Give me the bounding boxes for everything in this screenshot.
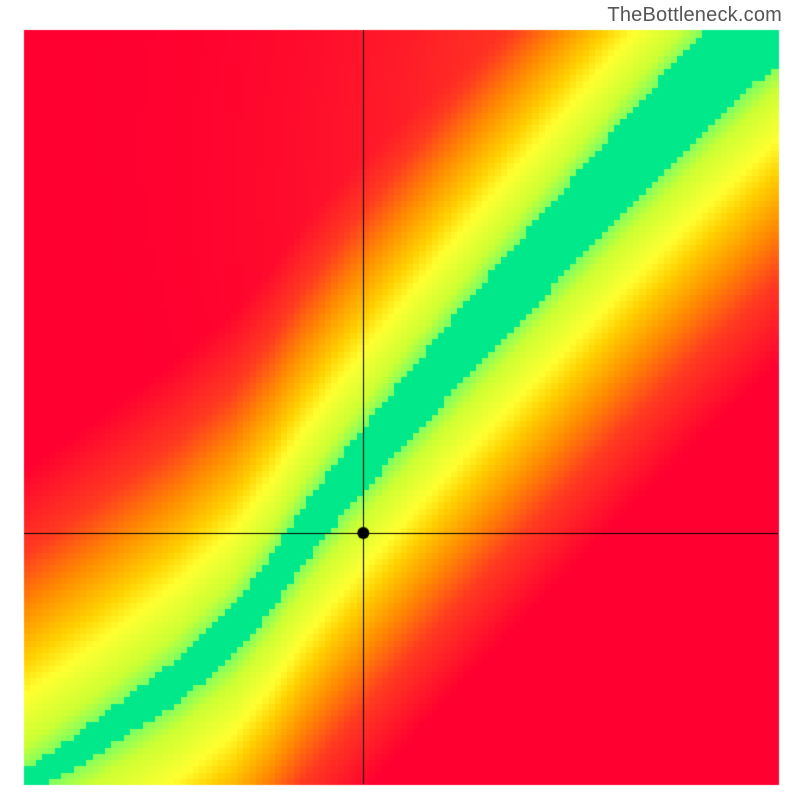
watermark-text: TheBottleneck.com: [607, 4, 782, 27]
chart-container: TheBottleneck.com: [0, 0, 800, 800]
bottleneck-heatmap: [0, 0, 800, 800]
